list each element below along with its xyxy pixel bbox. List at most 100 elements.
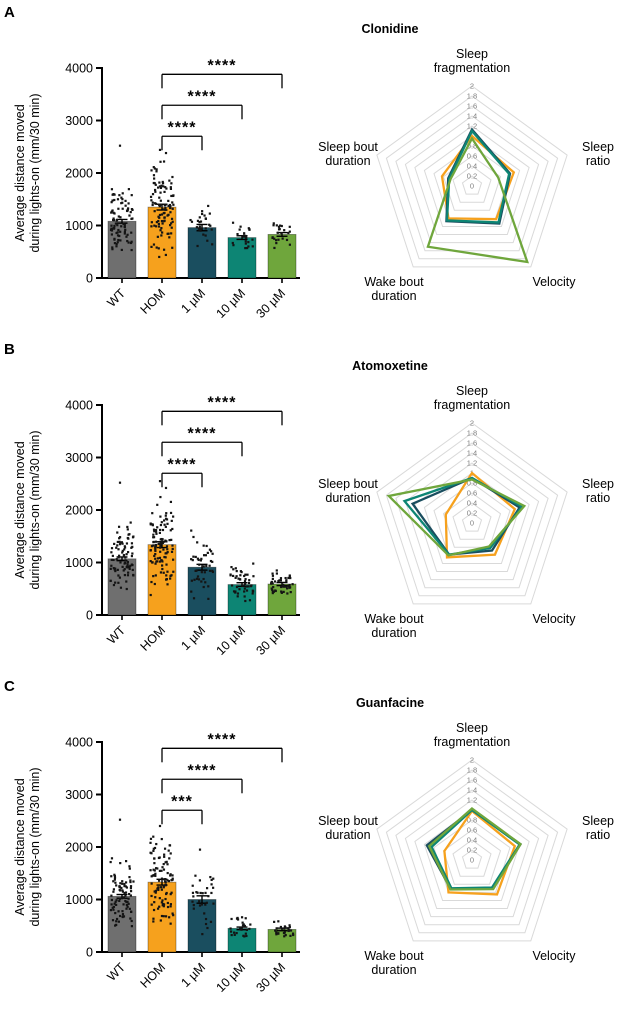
svg-text:0: 0 (86, 609, 93, 623)
svg-text:Sleep: Sleep (582, 477, 614, 491)
svg-text:1.2: 1.2 (467, 796, 477, 805)
panel-title-c: Guanfacine (355, 696, 425, 711)
bar-chart-guanfacine: 0 1000 2000 3000 4000 Average distance moved d… (13, 731, 300, 995)
svg-text:1.4: 1.4 (467, 786, 477, 795)
svg-text:0: 0 (470, 519, 474, 528)
svg-text:during lights-on (mm/30 min): during lights-on (mm/30 min) (28, 430, 42, 589)
svg-text:Average distance moved: Average distance moved (13, 104, 27, 241)
svg-text:WT: WT (104, 623, 128, 647)
bar-chart-atomoxetine: 0 1000 2000 3000 4000 Average distance moved d… (13, 394, 300, 658)
svg-text:WT: WT (104, 960, 128, 984)
panel-c: C Guanfacine 0 1000 2000 3000 4000 Average di… (0, 674, 627, 1011)
svg-text:2000: 2000 (65, 841, 93, 855)
panel-letter-c: C (4, 678, 15, 695)
svg-text:HOM: HOM (138, 960, 169, 991)
svg-text:2: 2 (470, 82, 474, 91)
svg-text:during lights-on (mm/30 min): during lights-on (mm/30 min) (28, 767, 42, 926)
svg-text:0: 0 (470, 182, 474, 191)
svg-text:****: **** (188, 88, 217, 105)
svg-text:fragmentation: fragmentation (434, 61, 510, 75)
radar-chart-guanfacine: 00.20.40.60.811.21.41.61.82Sleepfragment… (318, 721, 614, 977)
svg-text:ratio: ratio (586, 154, 610, 168)
svg-text:30 µM: 30 µM (253, 286, 288, 321)
panel-title-a: Clonidine (361, 22, 419, 37)
svg-text:Sleep bout: Sleep bout (318, 814, 378, 828)
svg-text:1.4: 1.4 (467, 449, 477, 458)
svg-text:ratio: ratio (586, 491, 610, 505)
svg-text:Sleep bout: Sleep bout (318, 477, 378, 491)
svg-text:0.8: 0.8 (467, 142, 477, 151)
svg-text:2000: 2000 (65, 167, 93, 181)
svg-text:4000: 4000 (65, 62, 93, 76)
svg-text:0.4: 0.4 (467, 162, 477, 171)
svg-text:10 µM: 10 µM (213, 286, 248, 321)
svg-text:****: **** (208, 57, 237, 74)
svg-text:1.8: 1.8 (467, 92, 477, 101)
panel-a: A Clonidine 0 1000 2000 3000 4000 Average dis… (0, 0, 627, 337)
svg-text:fragmentation: fragmentation (434, 398, 510, 412)
svg-text:Velocity: Velocity (532, 275, 576, 289)
svg-text:1000: 1000 (65, 893, 93, 907)
svg-text:***: *** (171, 793, 193, 810)
svg-text:4000: 4000 (65, 399, 93, 413)
svg-text:duration: duration (371, 289, 416, 303)
svg-text:duration: duration (371, 963, 416, 977)
svg-text:Wake bout: Wake bout (364, 612, 424, 626)
svg-text:1.8: 1.8 (467, 429, 477, 438)
svg-text:****: **** (188, 762, 217, 779)
svg-text:ratio: ratio (586, 828, 610, 842)
svg-text:0.8: 0.8 (467, 816, 477, 825)
svg-text:0.2: 0.2 (467, 846, 477, 855)
svg-text:1.4: 1.4 (467, 112, 477, 121)
svg-text:0: 0 (470, 856, 474, 865)
svg-text:WT: WT (104, 286, 128, 310)
svg-text:3000: 3000 (65, 114, 93, 128)
svg-text:2: 2 (470, 419, 474, 428)
svg-text:2000: 2000 (65, 504, 93, 518)
svg-text:Sleep: Sleep (582, 140, 614, 154)
svg-text:4000: 4000 (65, 736, 93, 750)
panel-letter-b: B (4, 341, 15, 358)
svg-text:2: 2 (470, 756, 474, 765)
panel-b-charts: 0 1000 2000 3000 4000 Average distance moved d… (0, 337, 627, 674)
svg-text:Average distance moved: Average distance moved (13, 441, 27, 578)
panel-letter-a: A (4, 4, 15, 21)
svg-text:1.6: 1.6 (467, 102, 477, 111)
svg-text:0: 0 (86, 946, 93, 960)
svg-text:0.2: 0.2 (467, 509, 477, 518)
svg-text:3000: 3000 (65, 451, 93, 465)
svg-text:0.6: 0.6 (467, 489, 477, 498)
svg-text:duration: duration (325, 828, 370, 842)
svg-text:10 µM: 10 µM (213, 960, 248, 995)
radar-chart-atomoxetine: 00.20.40.60.811.21.41.61.82Sleepfragment… (318, 384, 614, 640)
svg-text:during lights-on (mm/30 min): during lights-on (mm/30 min) (28, 93, 42, 252)
svg-text:1.8: 1.8 (467, 766, 477, 775)
svg-text:3000: 3000 (65, 788, 93, 802)
svg-text:Wake bout: Wake bout (364, 275, 424, 289)
svg-text:0: 0 (86, 272, 93, 286)
svg-text:0.2: 0.2 (467, 172, 477, 181)
bar-chart-clonidine: 0 1000 2000 3000 4000 Average distance moved d… (13, 57, 300, 321)
svg-text:****: **** (188, 425, 217, 442)
svg-text:10 µM: 10 µM (213, 623, 248, 658)
svg-text:1 µM: 1 µM (178, 623, 208, 653)
svg-text:Sleep: Sleep (456, 384, 488, 398)
svg-text:Wake bout: Wake bout (364, 949, 424, 963)
svg-text:1000: 1000 (65, 556, 93, 570)
svg-text:fragmentation: fragmentation (434, 735, 510, 749)
svg-text:HOM: HOM (138, 286, 169, 317)
svg-text:Average distance moved: Average distance moved (13, 778, 27, 915)
svg-text:Sleep bout: Sleep bout (318, 140, 378, 154)
svg-text:1.2: 1.2 (467, 459, 477, 468)
svg-text:0.8: 0.8 (467, 479, 477, 488)
svg-text:1.6: 1.6 (467, 439, 477, 448)
panel-a-charts: 0 1000 2000 3000 4000 Average distance moved d… (0, 0, 627, 337)
svg-text:****: **** (208, 731, 237, 748)
svg-text:Sleep: Sleep (456, 47, 488, 61)
svg-text:Velocity: Velocity (532, 612, 576, 626)
panel-c-charts: 0 1000 2000 3000 4000 Average distance moved d… (0, 674, 627, 1011)
svg-text:1000: 1000 (65, 219, 93, 233)
svg-text:****: **** (208, 394, 237, 411)
svg-text:1 µM: 1 µM (178, 286, 208, 316)
